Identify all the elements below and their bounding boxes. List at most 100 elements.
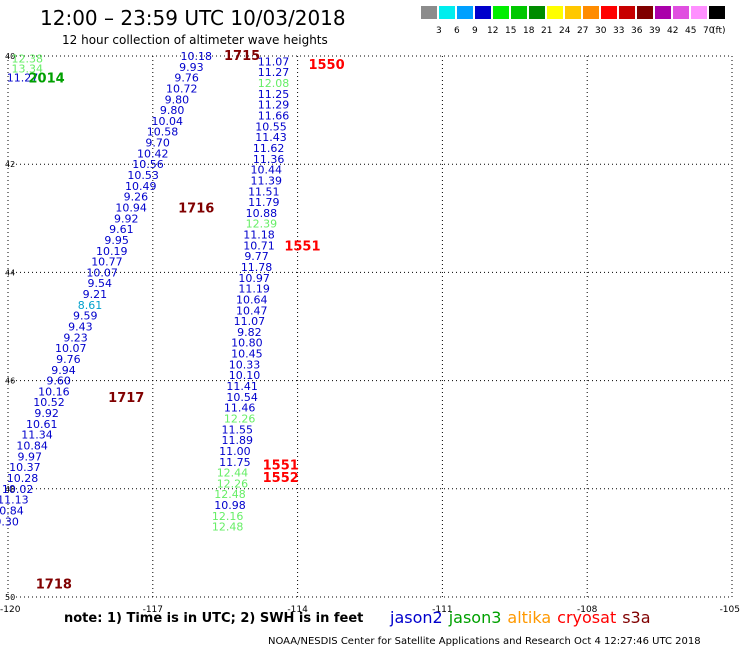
color-scale-label: 9 [472, 26, 478, 36]
wave-height-value: 12.08 [258, 77, 290, 90]
chart-title: 12:00 – 23:59 UTC 10/03/2018 [40, 6, 346, 30]
legend-entry-cryosat: cryosat [557, 608, 617, 627]
wave-height-value: 11.34 [21, 429, 53, 442]
wave-height-value: 9.94 [51, 364, 76, 377]
color-scale-swatch [691, 6, 707, 19]
wave-height-value: 10.58 [147, 126, 179, 139]
wave-height-value: 9.93 [179, 61, 204, 74]
wave-height-value: 10.18 [180, 50, 212, 63]
legend-entry-jason2: jason2 [390, 608, 443, 627]
wave-height-value: 10.04 [152, 115, 184, 128]
wave-height-value: 9.80 [165, 93, 190, 106]
wave-height-value: 10.84 [0, 504, 24, 517]
wave-height-value: 10.10 [229, 369, 261, 382]
wave-height-value: 12.38 [12, 53, 44, 66]
wave-height-value: 10.19 [96, 245, 128, 258]
color-scale-label: 33 [613, 26, 625, 36]
wave-height-value: 12.48 [212, 521, 244, 534]
wave-height-value: 11.29 [258, 99, 290, 112]
wave-height-value: 10.97 [238, 272, 270, 285]
lat-tick-label: 42 [5, 160, 15, 169]
color-scale-swatch [547, 6, 563, 19]
color-scale-swatch [475, 6, 491, 19]
color-scale-swatch [493, 6, 509, 19]
wave-height-value: 11.18 [243, 229, 275, 242]
wave-height-value: 10.80 [231, 337, 263, 350]
color-scale-label: 24 [559, 26, 571, 36]
color-scale-swatch [637, 6, 653, 19]
color-scale-swatch [565, 6, 581, 19]
lat-tick-label: 40 [5, 52, 15, 61]
wave-height-value: 11.62 [253, 142, 285, 155]
wave-height-value: 12.44 [217, 467, 249, 480]
color-scale-swatch [601, 6, 617, 19]
wave-height-value: 10.02 [2, 483, 34, 496]
wave-height-value: 10.94 [115, 201, 147, 214]
color-scale-label: 12 [487, 26, 499, 36]
wave-height-value: 11.39 [250, 174, 282, 187]
wave-height-value: 9.92 [114, 212, 139, 225]
lon-tick-label: -120 [0, 605, 21, 615]
color-scale-swatch [439, 6, 455, 19]
color-scale-swatch [421, 6, 437, 19]
wave-height-value: 11.51 [248, 185, 280, 198]
wave-height-value: 9.21 [83, 288, 108, 301]
lon-tick-label: -114 [287, 605, 308, 615]
wave-height-value: 11.19 [238, 283, 270, 296]
lon-tick-label: -105 [720, 605, 740, 615]
lon-tick-label: -111 [432, 605, 452, 615]
color-scale-label: 18 [523, 26, 535, 36]
color-scale-label: 42 [667, 26, 679, 36]
color-scale-label: 70 [703, 26, 715, 36]
color-scale-label: 6 [454, 26, 460, 36]
wave-height-value: 11.46 [224, 402, 256, 415]
wave-height-value: 11.55 [222, 423, 254, 436]
wave-height-value: 9.77 [244, 250, 269, 263]
wave-height-value: 12.16 [212, 510, 244, 523]
legend-entry-s3a: s3a [622, 608, 651, 627]
wave-height-value: 10.84 [16, 440, 48, 453]
wave-height-value: 9.80 [160, 104, 185, 117]
pass-time-label: 1718 [36, 577, 72, 592]
wave-height-value: 12.26 [224, 412, 256, 425]
wave-height-value: 10.56 [132, 158, 164, 171]
wave-height-value: 9.76 [174, 72, 199, 85]
units-note: note: 1) Time is in UTC; 2) SWH is in fe… [64, 611, 364, 626]
wave-height-value: 10.42 [137, 147, 169, 160]
wave-height-value: 10.54 [226, 391, 258, 404]
wave-height-value: 10.30 [0, 515, 19, 528]
color-scale-swatch [619, 6, 635, 19]
color-scale-swatch [457, 6, 473, 19]
wave-height-value: 11.89 [222, 434, 254, 447]
wave-height-value: 10.71 [243, 239, 275, 252]
color-scale-swatch [529, 6, 545, 19]
pass-time-label: 1715 [224, 49, 260, 64]
wave-height-value: 12.48 [214, 488, 246, 501]
wave-height-value: 11.27 [258, 66, 290, 79]
color-scale-label: 3 [436, 26, 442, 36]
color-scale-swatch [709, 6, 725, 19]
lat-tick-label: 44 [5, 268, 15, 277]
wave-height-value: 10.77 [91, 256, 123, 269]
wave-height-value: 9.23 [63, 331, 88, 344]
pass-time-label: 1550 [308, 58, 344, 73]
lat-tick-label: 50 [5, 593, 15, 602]
wave-height-value: 10.28 [7, 472, 39, 485]
color-scale-label: 36 [631, 26, 643, 36]
footer-credit: NOAA/NESDIS Center for Satellite Applica… [268, 636, 701, 647]
wave-height-value: 11.79 [248, 196, 280, 209]
wave-height-value: 10.37 [9, 461, 41, 474]
wave-height-value: 9.60 [46, 375, 71, 388]
color-scale-swatch [655, 6, 671, 19]
wave-height-value: 10.16 [38, 385, 70, 398]
wave-height-value: 11.43 [255, 131, 287, 144]
wave-height-value: 11.75 [219, 456, 251, 469]
wave-height-value: 10.07 [55, 342, 87, 355]
wave-height-value: 10.45 [231, 348, 263, 361]
color-scale-label: 45 [685, 26, 697, 36]
wave-height-value: 9.61 [109, 223, 134, 236]
wave-height-value: 9.95 [104, 234, 129, 247]
color-scale-label: 30 [595, 26, 607, 36]
color-scale-label: 15 [505, 26, 517, 36]
wave-height-value: 9.26 [124, 191, 149, 204]
